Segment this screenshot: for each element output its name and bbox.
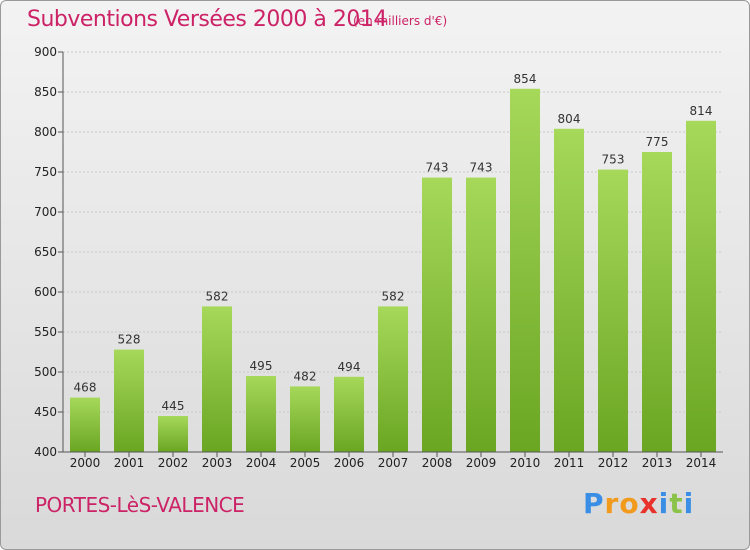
value-label-2003: 582 [206, 289, 229, 303]
x-tick-label-2012: 2012 [598, 456, 629, 470]
y-tick-label: 850 [34, 85, 57, 99]
y-tick-label: 400 [34, 445, 57, 459]
x-tick-label-2004: 2004 [246, 456, 277, 470]
bar-2004 [246, 376, 276, 452]
bar-2008 [422, 177, 452, 452]
bar-2009 [466, 177, 496, 452]
x-tick-label-2010: 2010 [510, 456, 541, 470]
value-label-2002: 445 [162, 399, 185, 413]
y-tick-label: 750 [34, 165, 57, 179]
bar-2010 [510, 88, 540, 453]
value-label-2004: 495 [250, 359, 273, 373]
x-tick-label-2006: 2006 [334, 456, 365, 470]
bar-2011 [554, 128, 584, 453]
bar-2005 [290, 386, 320, 452]
proxiti-logo[interactable]: Proxiti [583, 487, 694, 520]
x-tick-label-2002: 2002 [158, 456, 189, 470]
y-tick-label: 650 [34, 245, 57, 259]
logo-letter: i [658, 487, 670, 520]
commune-name: PORTES-LèS-VALENCE [35, 493, 245, 517]
x-tick-label-2005: 2005 [290, 456, 321, 470]
x-tick-label-2011: 2011 [554, 456, 585, 470]
logo-letter: r [604, 487, 620, 520]
bar-2006 [334, 376, 364, 452]
bar-2001 [114, 349, 144, 452]
value-label-2007: 582 [382, 289, 405, 303]
value-label-2006: 494 [338, 360, 361, 374]
bar-2003 [202, 306, 232, 452]
x-tick-label-2008: 2008 [422, 456, 453, 470]
bar-2013 [642, 152, 672, 452]
value-label-2014: 814 [690, 104, 713, 118]
value-label-2005: 482 [294, 369, 317, 383]
logo-letter: P [583, 487, 605, 520]
bar-2002 [158, 416, 188, 452]
y-tick-label: 550 [34, 325, 57, 339]
value-label-2001: 528 [118, 333, 141, 347]
value-label-2009: 743 [470, 161, 493, 175]
y-tick-label: 700 [34, 205, 57, 219]
value-label-2010: 854 [514, 72, 537, 86]
value-label-2000: 468 [74, 381, 97, 395]
chart-subtitle: (en milliers d'€) [353, 14, 448, 28]
x-tick-label-2000: 2000 [70, 456, 101, 470]
x-tick-label-2014: 2014 [686, 456, 717, 470]
bar-2012 [598, 169, 628, 452]
y-tick-label: 600 [34, 285, 57, 299]
chart-title: Subventions Versées 2000 à 2014 [27, 7, 387, 32]
bar-2000 [70, 397, 100, 452]
bar-2007 [378, 306, 408, 452]
x-tick-label-2013: 2013 [642, 456, 673, 470]
x-tick-label-2009: 2009 [466, 456, 497, 470]
logo-letter: i [683, 487, 695, 520]
bar-2014 [686, 120, 716, 453]
value-label-2008: 743 [426, 161, 449, 175]
y-tick-label: 500 [34, 365, 57, 379]
value-label-2013: 775 [646, 135, 669, 149]
logo-letter: o [619, 487, 640, 520]
value-label-2011: 804 [558, 112, 581, 126]
x-tick-label-2003: 2003 [202, 456, 233, 470]
value-label-2012: 753 [602, 153, 625, 167]
y-tick-label: 450 [34, 405, 57, 419]
x-tick-label-2001: 2001 [114, 456, 145, 470]
logo-letter: t [669, 487, 684, 520]
y-tick-label: 800 [34, 125, 57, 139]
logo-letter: x [639, 487, 659, 520]
y-tick-label: 900 [34, 45, 57, 59]
x-tick-label-2007: 2007 [378, 456, 409, 470]
